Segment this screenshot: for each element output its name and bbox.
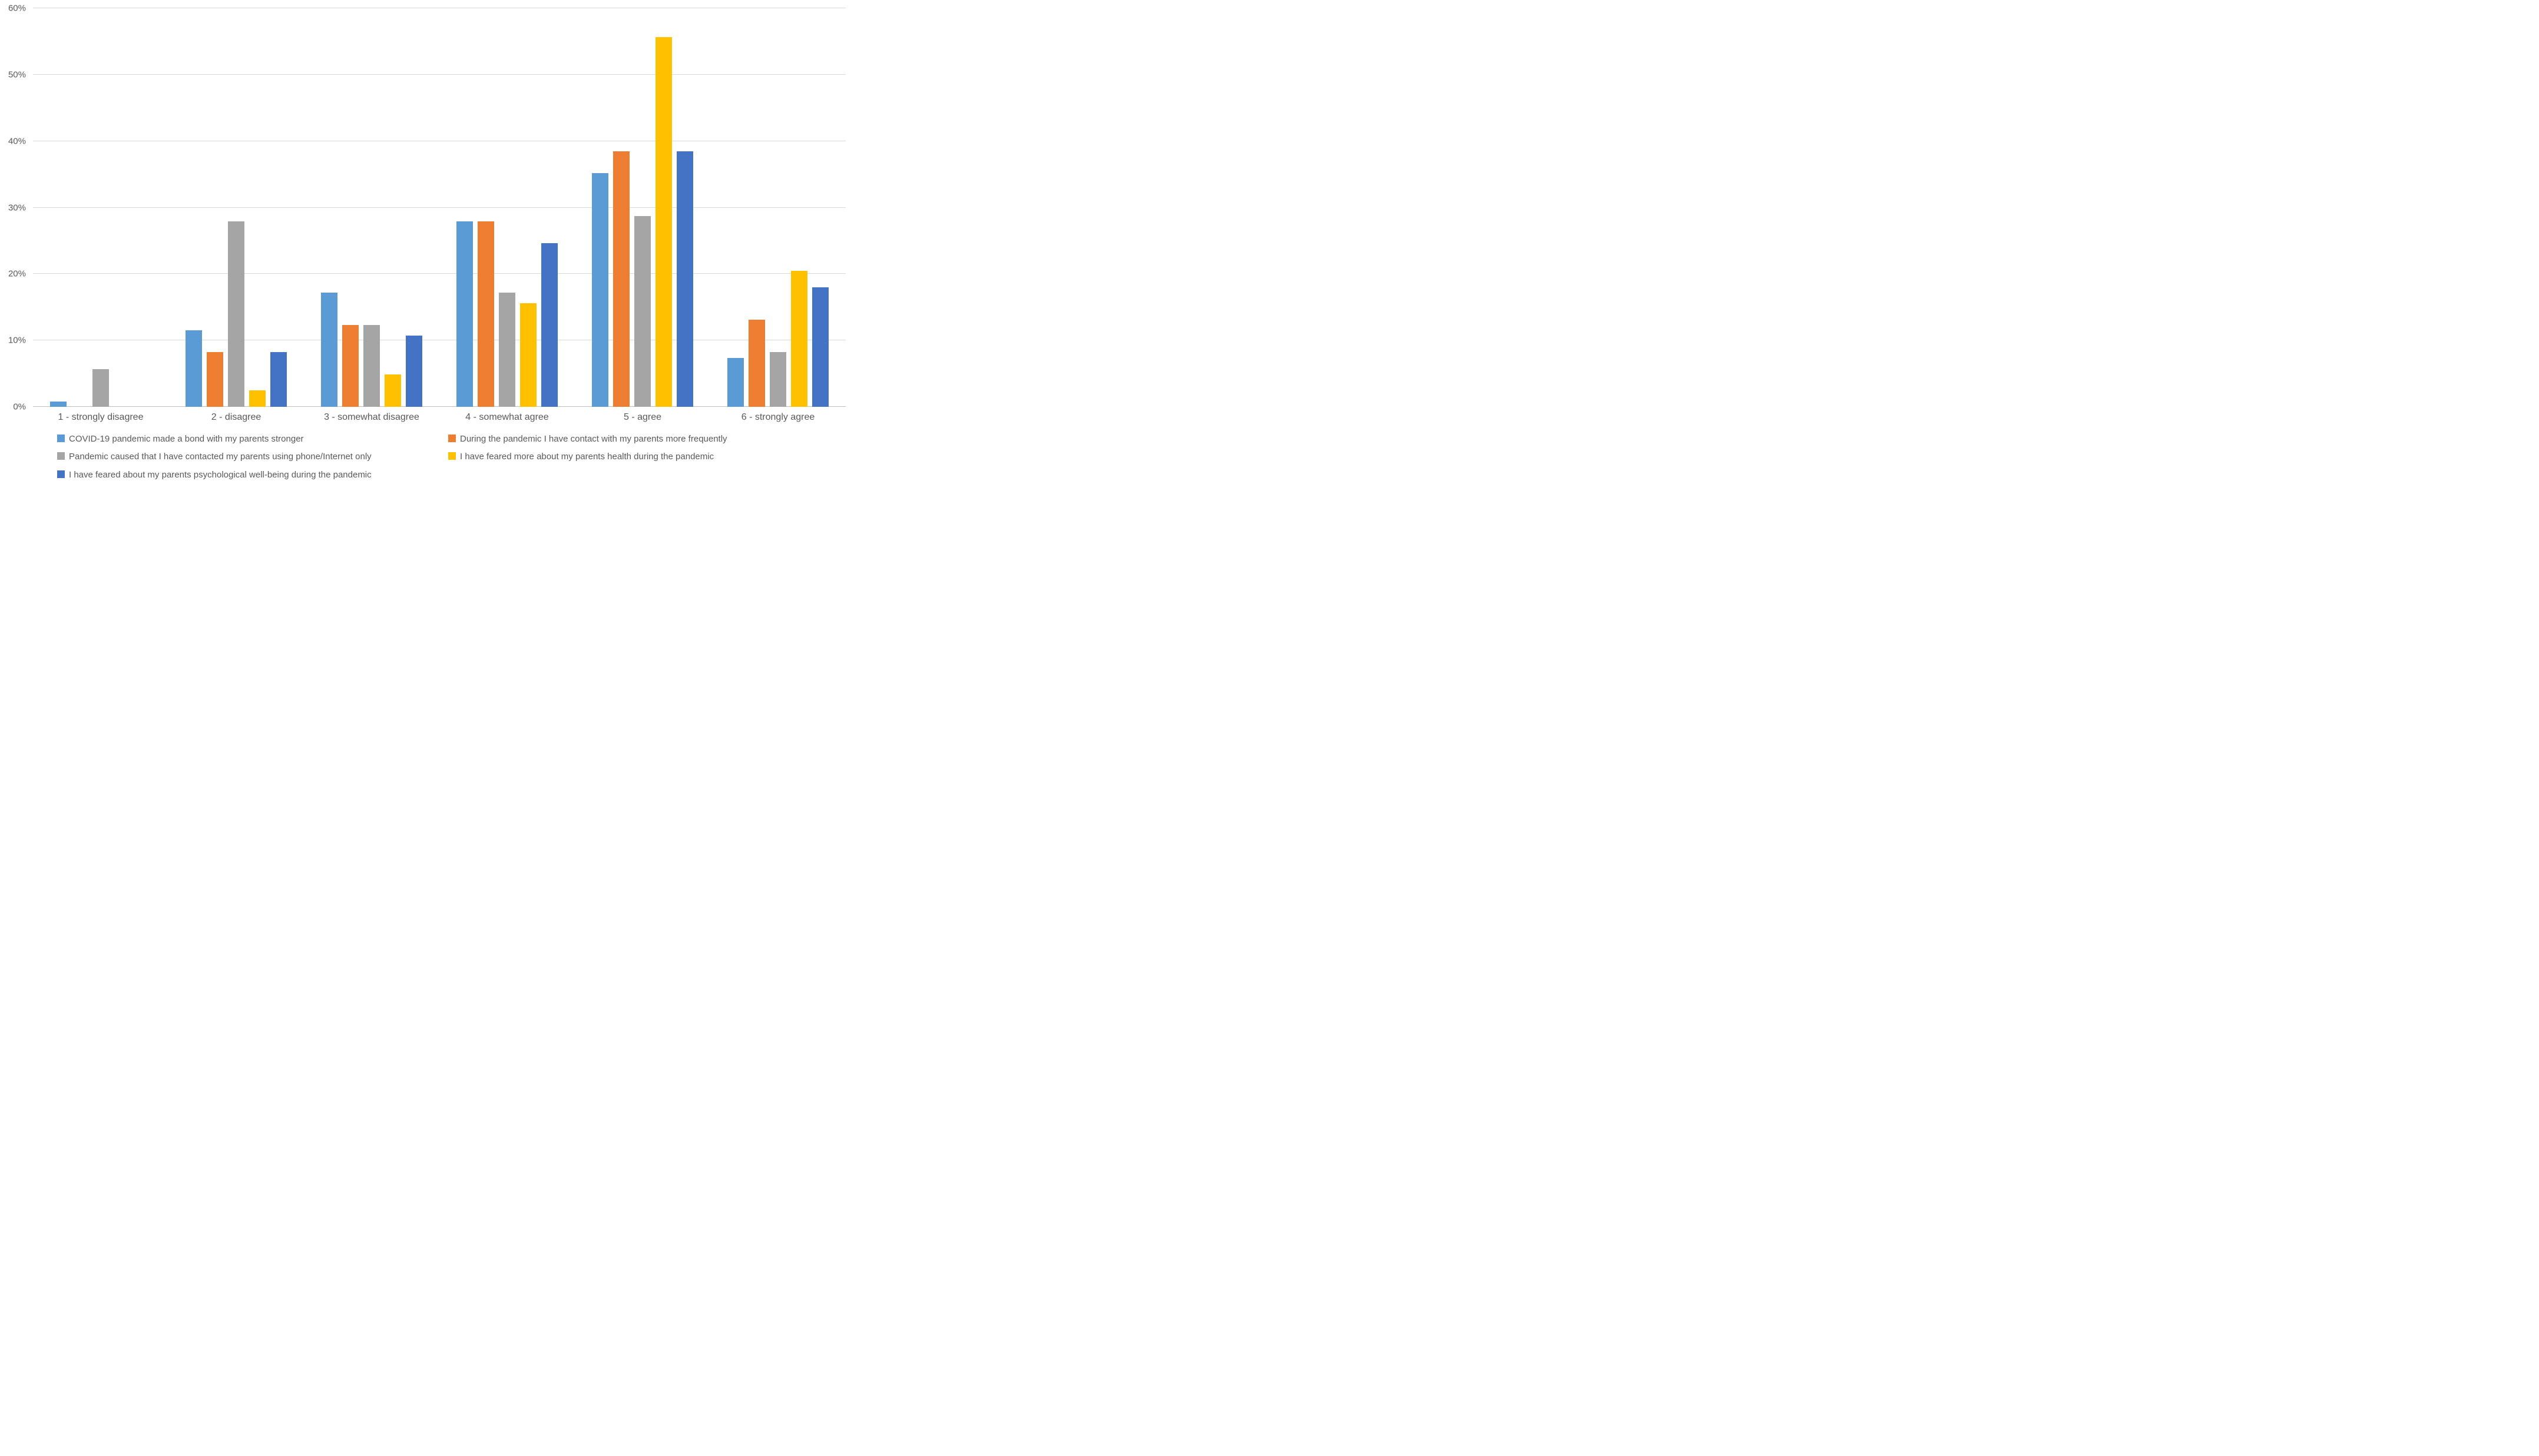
y-axis: 0% 10% 20% 30% 40% 50% 60% (0, 4, 28, 412)
bar-series-5-category-2 (270, 352, 287, 407)
legend-label: Pandemic caused that I have contacted my… (69, 452, 372, 462)
bar-series-1-category-1 (50, 401, 67, 407)
bar-series-2-category-6 (749, 320, 765, 407)
bar-series-1-category-2 (186, 330, 202, 407)
bar-series-5-category-3 (406, 336, 422, 407)
y-axis-tick-label: 60% (8, 3, 26, 14)
legend-label: I have feared about my parents psycholog… (69, 469, 372, 480)
bar-group (575, 8, 710, 407)
bar-series-4-category-2 (249, 390, 266, 407)
x-axis-category-label: 1 - strongly disagree (58, 412, 144, 422)
bar-series-4-category-4 (520, 303, 537, 407)
x-axis-category-label: 5 - agree (623, 412, 662, 422)
bar-group (168, 8, 304, 407)
bar-series-3-category-6 (770, 352, 786, 407)
y-axis-tick-label: 50% (8, 69, 26, 80)
bar-series-5-category-5 (677, 151, 693, 407)
bar-series-1-category-3 (321, 292, 337, 407)
legend-marker-icon (448, 435, 456, 442)
legend-label: I have feared more about my parents heal… (460, 452, 714, 462)
x-axis-category-label: 2 - disagree (211, 412, 261, 422)
bar-series-2-category-2 (207, 352, 223, 407)
legend-label: During the pandemic I have contact with … (460, 434, 727, 444)
legend-label: COVID-19 pandemic made a bond with my pa… (69, 434, 304, 444)
bar-series-2-category-5 (613, 151, 630, 407)
bar-series-4-category-6 (791, 270, 807, 407)
gridline (33, 207, 846, 208)
bar-series-2-category-4 (478, 221, 494, 407)
bar-series-1-category-5 (592, 173, 608, 407)
legend-item: I have feared more about my parents heal… (448, 451, 840, 463)
bar-series-5-category-4 (541, 243, 558, 407)
gridline (33, 74, 846, 75)
y-axis-tick-label: 20% (8, 268, 26, 279)
y-axis-tick-label: 40% (8, 136, 26, 147)
bar-series-4-category-3 (385, 374, 401, 407)
legend-marker-icon (57, 452, 65, 460)
bar-group (439, 8, 575, 407)
gridline (33, 273, 846, 274)
x-axis: 1 - strongly disagree 2 - disagree 3 - som… (33, 412, 846, 423)
bar-series-1-category-6 (727, 357, 744, 407)
legend-marker-icon (448, 452, 456, 460)
bar-series-3-category-4 (499, 292, 515, 407)
legend-item: COVID-19 pandemic made a bond with my pa… (57, 433, 448, 445)
x-axis-category-label: 3 - somewhat disagree (324, 412, 419, 422)
x-axis-category-label: 4 - somewhat agree (465, 412, 549, 422)
y-axis-tick-label: 0% (13, 402, 26, 412)
bar-series-3-category-2 (228, 221, 244, 407)
legend-marker-icon (57, 435, 65, 442)
bar-series-5-category-6 (812, 287, 829, 407)
bar-series-2-category-3 (342, 325, 359, 407)
legend-item: Pandemic caused that I have contacted my… (57, 451, 448, 463)
bar-series-3-category-5 (634, 216, 651, 407)
bar-series-4-category-5 (656, 37, 672, 407)
bar-chart: 0% 10% 20% 30% 40% 50% 60% 1 - strongly disagr… (0, 0, 848, 486)
y-axis-tick-label: 30% (8, 203, 26, 213)
y-axis-tick-label: 10% (8, 335, 26, 346)
bar-series-1-category-4 (456, 221, 473, 407)
legend-item: During the pandemic I have contact with … (448, 433, 840, 445)
plot-area (33, 8, 846, 407)
bar-group (710, 8, 846, 407)
bar-group (304, 8, 439, 407)
x-axis-line (33, 406, 846, 407)
bar-group (33, 8, 168, 407)
x-axis-category-label: 6 - strongly agree (741, 412, 815, 422)
legend: COVID-19 pandemic made a bond with my pa… (57, 433, 840, 481)
legend-item: I have feared about my parents psycholog… (57, 469, 448, 481)
legend-marker-icon (57, 470, 65, 478)
bar-groups-container (33, 8, 846, 407)
bar-series-3-category-1 (92, 369, 109, 407)
bar-series-3-category-3 (363, 325, 380, 407)
